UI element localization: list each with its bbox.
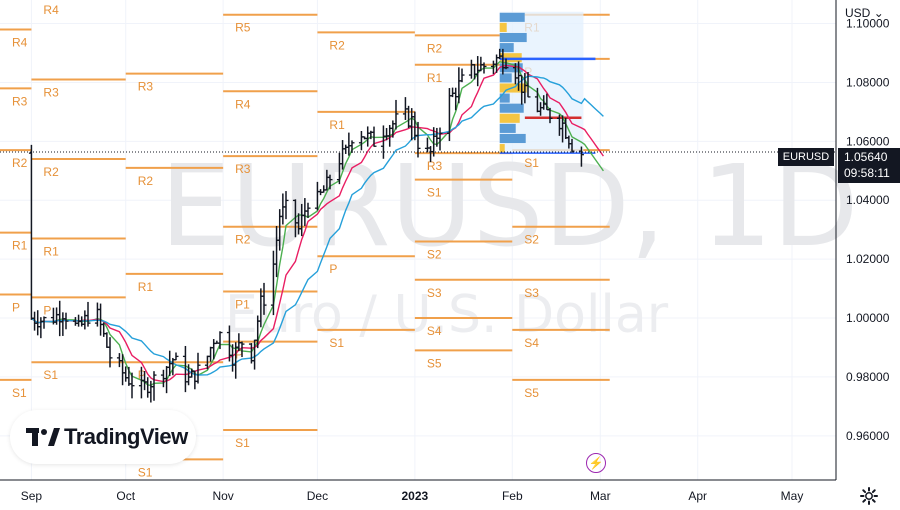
pivot-label: R2 [235,233,251,247]
time-axis[interactable]: Sep Oct Nov Dec 2023 Feb Mar Apr May [0,479,836,503]
pivot-label: R3 [12,94,28,108]
price-bars [0,48,836,403]
y-tick-label: 1.04000 [846,193,890,207]
profile-row [499,22,507,32]
pivot-label: R3 [138,80,154,94]
tradingview-logo-icon [26,428,60,446]
profile-row [499,63,523,73]
x-tick-label: Dec [307,489,328,503]
pivot-label: P [329,262,337,276]
pivot-label: R1 [329,118,345,132]
pivot-label: S4 [524,336,539,350]
pivot-label: R3 [43,86,59,100]
pivot-label: R2 [43,165,59,179]
x-tick-label: Sep [21,489,43,503]
pivot-label: P1 [235,298,250,312]
pivot-label: S1 [427,186,442,200]
y-tick-label: 1.00000 [846,311,890,325]
pivot-label: S3 [427,286,442,300]
pivot-label: R1 [43,245,59,259]
watermark-title: EURUSD, 1D [160,142,859,272]
x-tick-label: Feb [502,489,523,503]
pivot-label: R4 [12,35,28,49]
profile-row [499,93,510,103]
lightning-event-icon[interactable]: ⚡ [586,453,606,473]
pivot-label: S3 [524,286,539,300]
x-tick-label: 2023 [402,489,429,503]
pivot-label: R2 [138,174,154,188]
currency-label: USD [845,6,871,20]
pivot-label: S1 [524,156,539,170]
pivot-label: P [43,303,51,317]
pivot-label: S1 [329,336,344,350]
pivot-label: S4 [427,324,442,338]
bar-countdown: 09:58:11 [844,166,890,180]
profile-row [499,113,520,123]
x-tick-label: Oct [116,489,135,503]
profile-row [499,133,526,144]
profile-row [499,12,525,22]
pivot-label: R5 [235,21,251,35]
profile-row [499,32,527,43]
pivot-label: S5 [427,356,442,370]
y-tick-label: 0.98000 [846,370,890,384]
pivot-label: R1 [12,239,28,253]
pivot-label: S1 [138,465,153,479]
pivot-label: P [235,348,243,362]
profile-row [499,103,524,113]
ma-line [30,75,604,376]
x-tick-label: May [781,489,804,503]
profile-row [499,43,514,53]
pivot-label: R2 [329,38,345,52]
pivot-label: S5 [524,386,539,400]
x-tick-label: Nov [212,489,233,503]
pivot-label: P [12,300,20,314]
profile-row [499,73,512,83]
pivot-label: R2 [12,156,28,170]
pivot-label: R3 [235,162,251,176]
x-tick-label: Apr [688,489,707,503]
symbol-watermark: EURUSD, 1D Euro / U.S. Dollar [160,142,859,345]
watermark-subtitle: Euro / U.S. Dollar [225,285,669,345]
pivot-label: S2 [427,247,442,261]
y-tick-label: 1.08000 [846,75,890,89]
pivot-label: R1 [427,71,443,85]
pivot-label: R4 [43,3,59,17]
pivot-label: R1 [138,280,154,294]
brand-name: TradingView [64,424,188,449]
pivot-label: R3 [427,159,443,173]
last-price: 1.05640 [844,150,888,164]
tradingview-logo[interactable]: TradingView [10,410,196,464]
pivot-label: S1 [12,386,27,400]
pivot-label: S1 [43,368,58,382]
profile-row [499,144,505,154]
y-tick-label: 1.02000 [846,252,890,266]
y-tick-label: 1.10000 [846,17,890,31]
y-tick-label: 0.96000 [846,429,890,443]
profile-row [499,123,516,133]
chevron-down-icon: ⌄ [873,6,884,20]
symbol-price-tag: EURUSD [778,148,834,166]
x-tick-label: Mar [590,489,611,503]
gear-icon[interactable] [859,486,879,506]
price-axis[interactable]: 1.10000 1.08000 1.06000 1.04000 1.02000 1.000… [835,0,890,480]
pivot-label: S1 [235,436,250,450]
pivot-label: R2 [427,41,443,55]
last-price-tag: 1.05640 09:58:11 [838,148,900,183]
volume-profile [499,11,596,154]
pivot-label: S2 [524,233,539,247]
pivot-label: R4 [235,97,251,111]
currency-selector[interactable]: USD ⌄ [845,6,884,20]
y-tick-label: 1.06000 [846,134,890,148]
